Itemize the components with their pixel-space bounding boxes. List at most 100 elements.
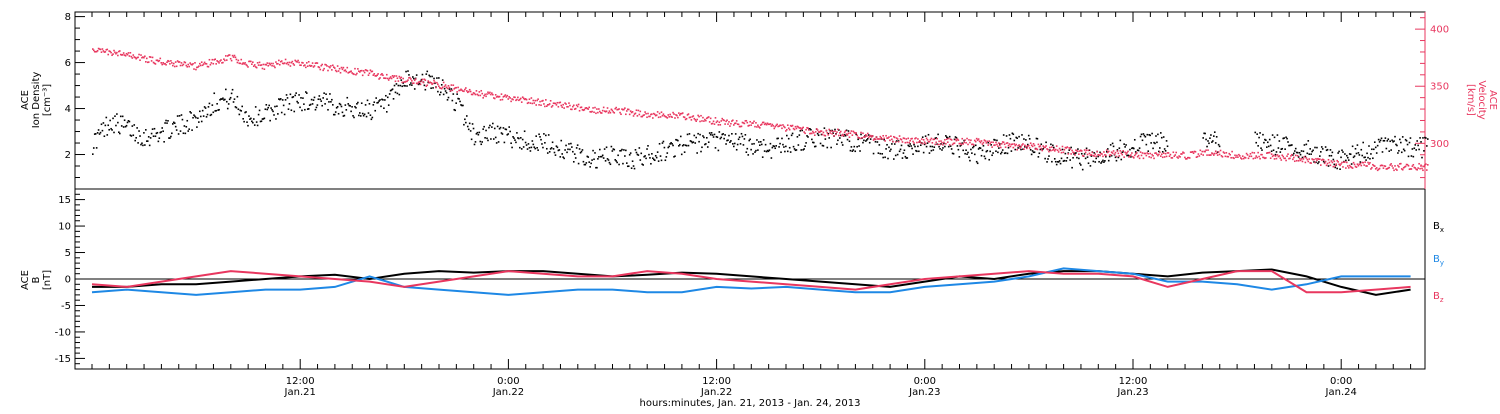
velocity-point — [782, 124, 784, 126]
density-point — [250, 117, 252, 120]
density-point — [1131, 147, 1133, 150]
density-point — [1354, 147, 1357, 150]
velocity-point — [303, 64, 305, 67]
velocity-point — [1372, 163, 1374, 166]
density-point — [1263, 141, 1265, 144]
density-point — [848, 140, 851, 143]
density-point — [829, 129, 831, 132]
velocity-point — [889, 139, 891, 142]
velocity-point — [890, 135, 892, 138]
velocity-point — [1204, 150, 1206, 153]
density-point — [908, 145, 911, 148]
density-point — [734, 133, 737, 135]
velocity-point — [453, 87, 456, 90]
velocity-point — [591, 110, 593, 113]
density-point — [721, 133, 724, 136]
density-point — [1291, 144, 1293, 146]
density-point — [843, 133, 846, 136]
velocity-point — [1006, 142, 1009, 144]
density-point — [768, 149, 771, 151]
velocity-point — [265, 64, 268, 66]
density-point — [955, 137, 958, 139]
velocity-point — [1166, 152, 1169, 154]
density-point — [1280, 148, 1283, 150]
density-point — [1408, 141, 1411, 144]
density-point — [128, 120, 131, 123]
velocity-point — [549, 99, 552, 102]
density-point — [300, 97, 302, 99]
density-point — [1298, 151, 1301, 154]
velocity-point — [1388, 166, 1391, 169]
velocity-point — [277, 62, 279, 65]
velocity-point — [256, 62, 259, 64]
velocity-point — [1400, 168, 1403, 170]
density-point — [656, 151, 659, 153]
density-point — [845, 129, 848, 132]
density-point — [565, 144, 567, 147]
density-point — [278, 98, 281, 101]
density-point — [600, 155, 603, 158]
density-point — [100, 123, 103, 126]
velocity-point — [1285, 159, 1287, 162]
velocity-point — [564, 102, 566, 104]
density-point — [1148, 134, 1151, 136]
density-point — [787, 137, 790, 140]
velocity-point — [155, 59, 158, 62]
velocity-point — [987, 144, 990, 146]
density-point — [648, 153, 650, 156]
velocity-point — [886, 137, 888, 139]
velocity-point — [195, 68, 197, 71]
density-point — [1266, 146, 1268, 148]
density-point — [274, 105, 276, 108]
velocity-point — [260, 64, 263, 66]
density-point — [1320, 146, 1323, 148]
density-point — [296, 100, 298, 103]
velocity-point — [892, 140, 894, 143]
velocity-point — [1404, 165, 1407, 168]
velocity-point — [557, 105, 560, 108]
velocity-point — [1115, 155, 1118, 158]
density-point — [780, 151, 782, 154]
velocity-point — [982, 141, 985, 144]
density-point — [1033, 151, 1036, 154]
density-point — [501, 133, 504, 135]
density-point — [629, 152, 632, 154]
density-point — [1417, 144, 1419, 147]
density-point — [227, 103, 230, 105]
velocity-point — [1424, 164, 1426, 166]
velocity-point — [419, 83, 422, 86]
density-point — [838, 129, 840, 131]
velocity-point — [973, 139, 976, 142]
density-point — [394, 91, 397, 94]
density-point — [802, 148, 804, 151]
velocity-point — [839, 132, 841, 134]
density-point — [545, 147, 548, 150]
velocity-point — [946, 138, 948, 140]
velocity-point — [632, 115, 635, 117]
velocity-point — [972, 144, 975, 146]
density-point — [1308, 153, 1311, 155]
density-point — [608, 161, 611, 164]
velocity-point — [910, 138, 912, 140]
density-point — [1132, 147, 1134, 149]
density-point — [1359, 161, 1362, 163]
density-point — [98, 133, 101, 135]
density-point — [1146, 133, 1149, 136]
density-point — [669, 143, 671, 145]
velocity-point — [131, 57, 134, 59]
velocity-point — [724, 123, 726, 125]
density-point — [187, 130, 190, 132]
velocity-point — [662, 113, 665, 115]
density-point — [708, 132, 711, 134]
velocity-point — [264, 63, 267, 66]
velocity-point — [745, 119, 748, 122]
density-point — [561, 153, 564, 155]
density-point — [448, 88, 451, 90]
velocity-point — [187, 63, 190, 66]
density-point — [237, 108, 240, 111]
velocity-point — [861, 137, 863, 139]
density-point — [572, 150, 574, 153]
velocity-point — [1075, 149, 1077, 152]
density-point — [453, 108, 456, 111]
density-point — [353, 116, 355, 119]
